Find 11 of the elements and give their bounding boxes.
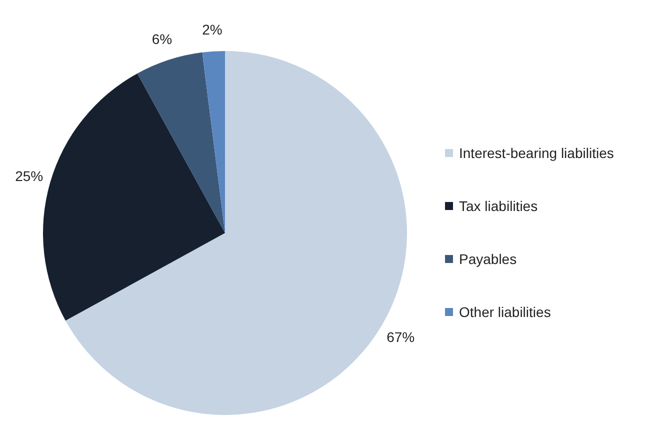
legend-label: Payables xyxy=(459,250,517,267)
pie-slice xyxy=(43,74,225,321)
data-label: 2% xyxy=(202,21,222,38)
legend-label: Tax liabilities xyxy=(459,198,538,214)
legend-label: Other liabilities xyxy=(459,304,551,320)
pie-slice xyxy=(137,52,225,233)
data-label: 6% xyxy=(152,30,172,47)
data-label: 25% xyxy=(15,168,44,184)
data-label: 67% xyxy=(386,328,415,345)
pie-slice xyxy=(202,51,225,233)
legend-label: Interest-bearing liabilities xyxy=(459,144,614,161)
